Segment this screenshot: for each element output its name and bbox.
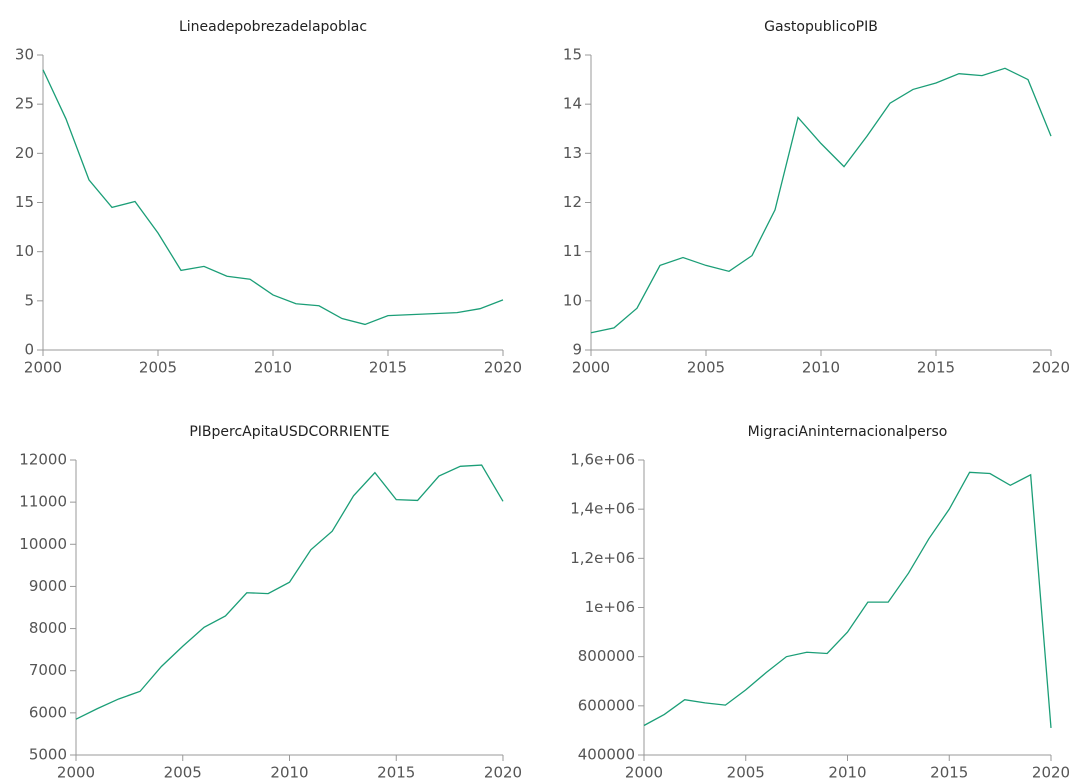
- y-tick-label: 10: [15, 242, 34, 260]
- y-tick-label: 1,4e+06: [570, 500, 635, 518]
- chart-title: PIBpercApitaUSDCORRIENTE: [189, 424, 389, 440]
- y-tick-label: 12000: [19, 451, 67, 469]
- y-tick-label: 1,2e+06: [570, 549, 635, 567]
- y-tick-label: 600000: [578, 696, 635, 714]
- x-tick-label: 2015: [917, 359, 955, 377]
- y-tick-label: 7000: [29, 661, 67, 679]
- x-tick-label: 2020: [1032, 359, 1070, 377]
- y-tick-label: 1e+06: [585, 598, 635, 616]
- y-tick-label: 9000: [29, 577, 67, 595]
- x-tick-label: 2005: [727, 764, 765, 782]
- y-tick-label: 11000: [19, 493, 67, 511]
- x-tick-label: 2000: [57, 764, 95, 782]
- y-tick-label: 25: [15, 95, 34, 113]
- x-tick-label: 2010: [802, 359, 840, 377]
- y-tick-label: 1,6e+06: [570, 451, 635, 469]
- data-line: [75, 464, 504, 720]
- x-tick-label: 2020: [484, 359, 522, 377]
- y-tick-label: 9: [572, 341, 582, 359]
- y-tick-label: 10000: [19, 535, 67, 553]
- x-tick-label: 2005: [139, 359, 177, 377]
- x-tick-label: 2010: [270, 764, 308, 782]
- y-tick-label: 400000: [578, 746, 635, 764]
- x-tick-label: 2015: [930, 764, 968, 782]
- chart-title: MigraciAninternacionalperso: [748, 424, 948, 440]
- x-tick-label: 2005: [687, 359, 725, 377]
- y-tick-label: 20: [15, 144, 34, 162]
- x-tick-label: 2015: [369, 359, 407, 377]
- chart-title: GastopublicoPIB: [764, 19, 878, 35]
- x-tick-label: 2005: [164, 764, 202, 782]
- y-tick-label: 5000: [29, 746, 67, 764]
- x-tick-label: 2010: [828, 764, 866, 782]
- data-line: [42, 69, 504, 326]
- y-tick-label: 800000: [578, 647, 635, 665]
- data-line: [643, 471, 1052, 729]
- y-tick-label: 13: [563, 144, 582, 162]
- y-tick-label: 15: [15, 193, 34, 211]
- y-tick-label: 10: [563, 291, 582, 309]
- y-tick-label: 30: [15, 46, 34, 64]
- x-tick-label: 2000: [572, 359, 610, 377]
- y-tick-label: 11: [563, 242, 582, 260]
- y-tick-label: 14: [563, 95, 582, 113]
- y-tick-label: 15: [563, 46, 582, 64]
- x-tick-label: 2020: [484, 764, 522, 782]
- y-tick-label: 0: [24, 341, 34, 359]
- chart-title: Lineadepobrezadelapoblac: [179, 19, 367, 35]
- x-tick-label: 2000: [24, 359, 62, 377]
- data-line: [590, 67, 1052, 334]
- y-tick-label: 12: [563, 193, 582, 211]
- x-tick-label: 2020: [1032, 764, 1070, 782]
- y-tick-label: 5: [24, 291, 34, 309]
- y-tick-label: 6000: [29, 703, 67, 721]
- x-tick-label: 2015: [377, 764, 415, 782]
- y-tick-label: 8000: [29, 619, 67, 637]
- x-tick-label: 2010: [254, 359, 292, 377]
- x-tick-label: 2000: [625, 764, 663, 782]
